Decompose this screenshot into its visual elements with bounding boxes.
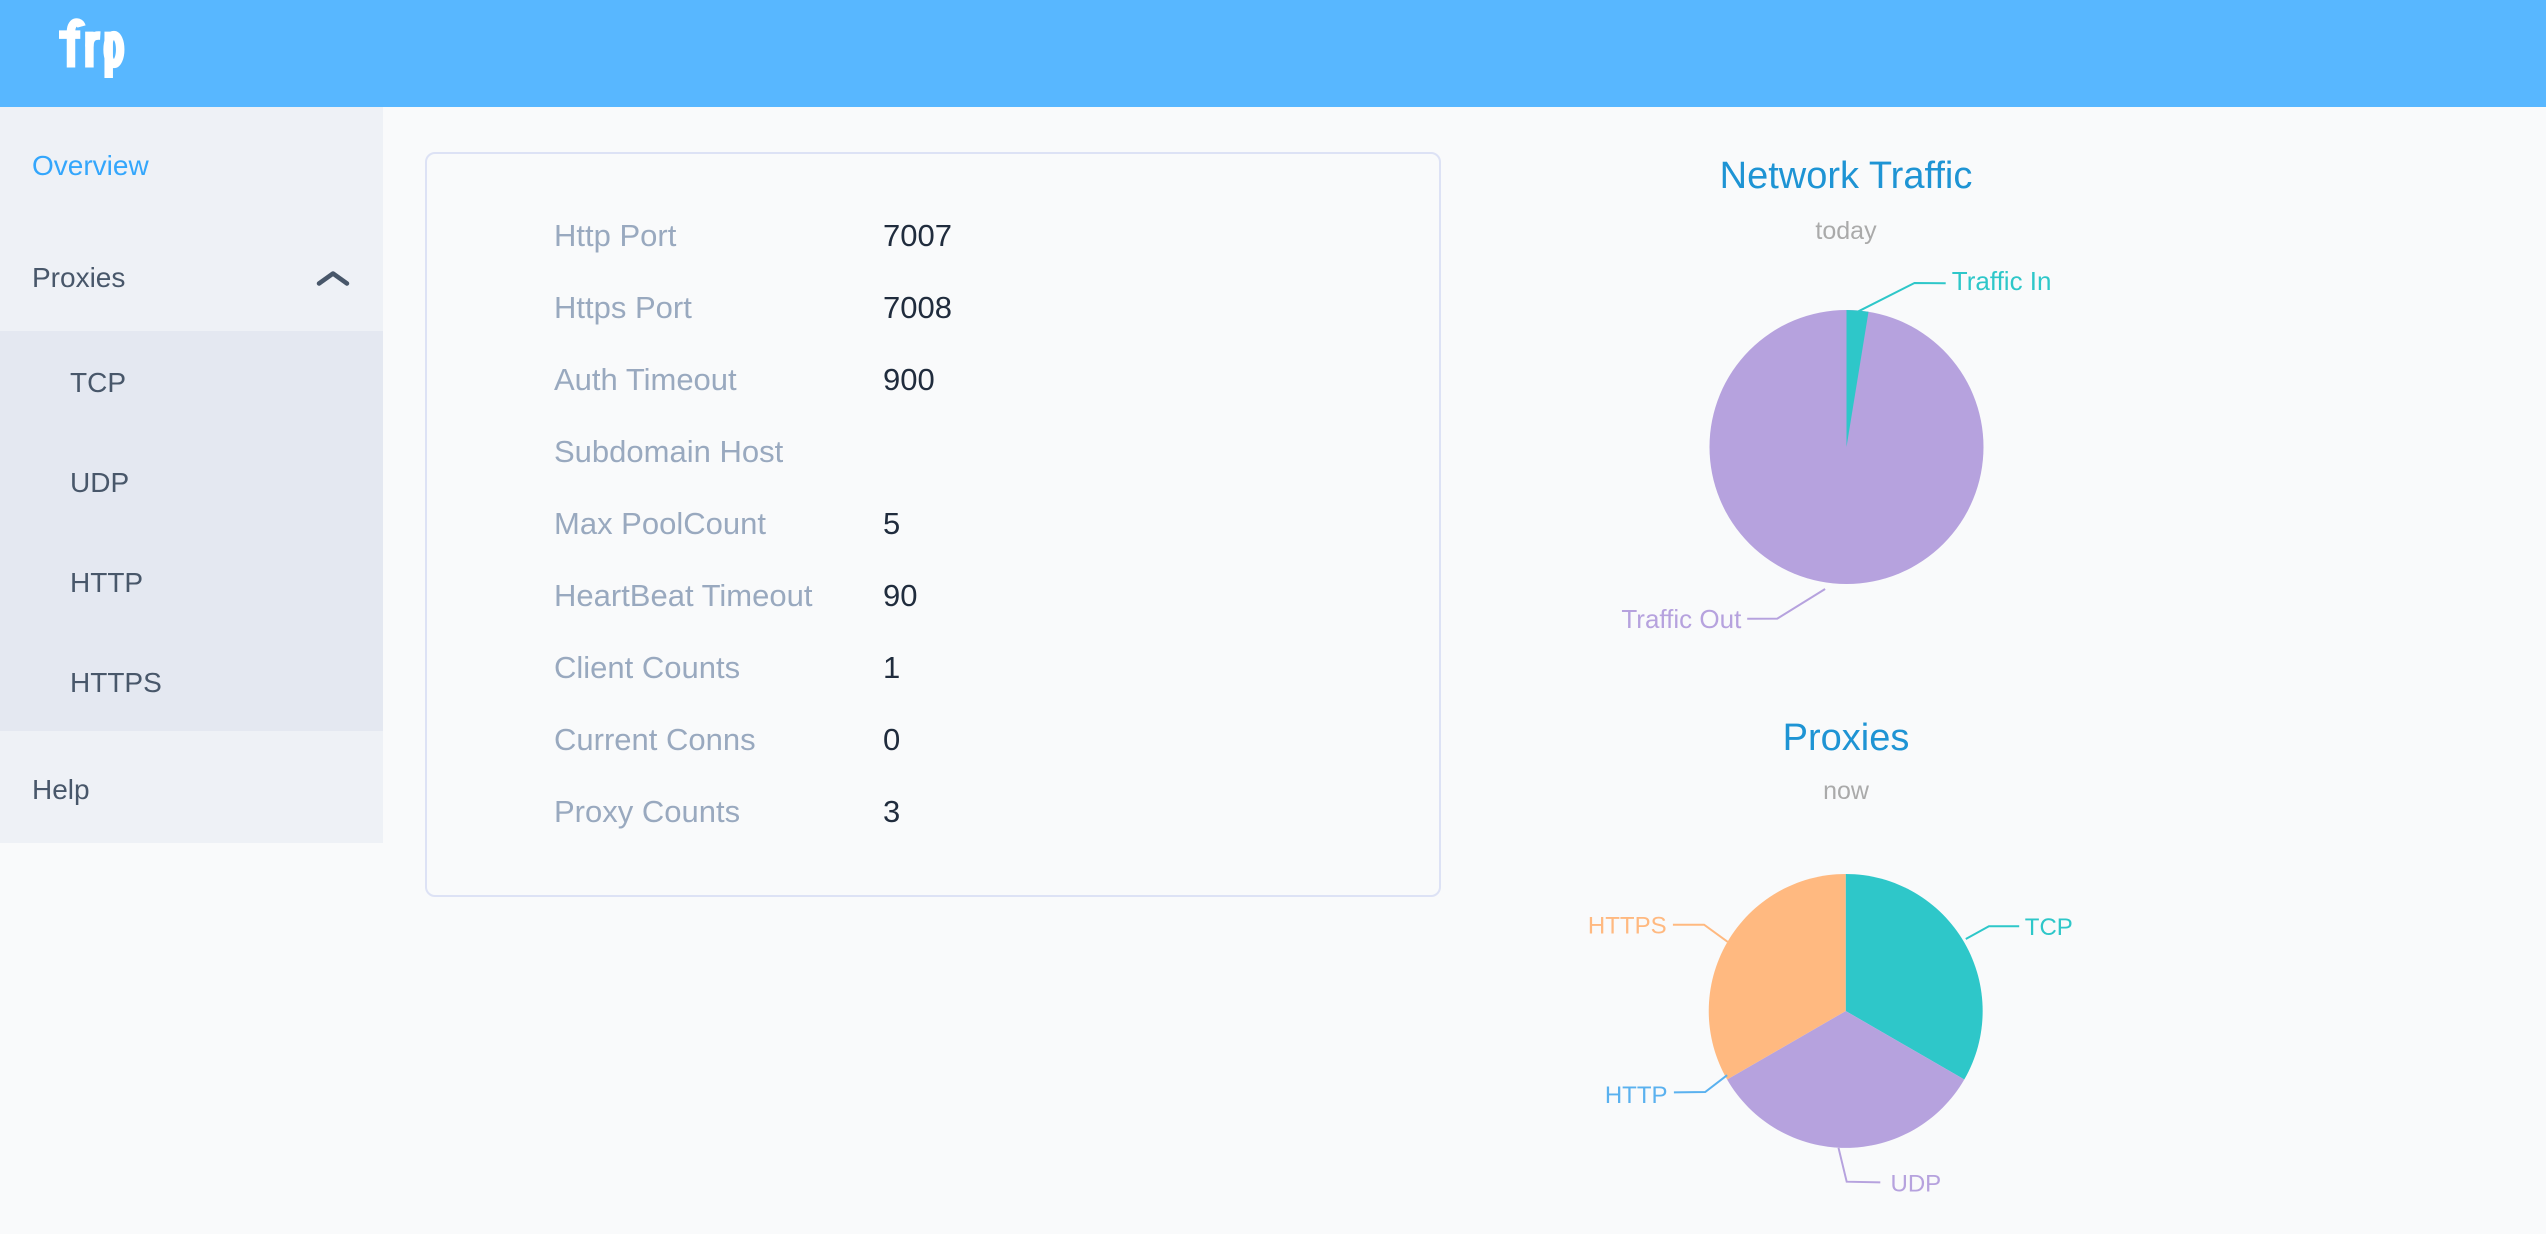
svg-text:Network Traffic: Network Traffic bbox=[1720, 155, 1973, 197]
svg-text:TCP: TCP bbox=[2025, 914, 2073, 941]
svg-text:UDP: UDP bbox=[1891, 1171, 1942, 1198]
svg-text:now: now bbox=[1823, 777, 1870, 805]
svg-text:Traffic In: Traffic In bbox=[1952, 266, 2052, 296]
svg-text:Proxies: Proxies bbox=[1783, 717, 1910, 759]
svg-text:HTTP: HTTP bbox=[1605, 1082, 1668, 1109]
svg-text:HTTPS: HTTPS bbox=[1588, 913, 1667, 940]
svg-text:Traffic Out: Traffic Out bbox=[1621, 604, 1742, 634]
svg-text:today: today bbox=[1815, 217, 1877, 245]
